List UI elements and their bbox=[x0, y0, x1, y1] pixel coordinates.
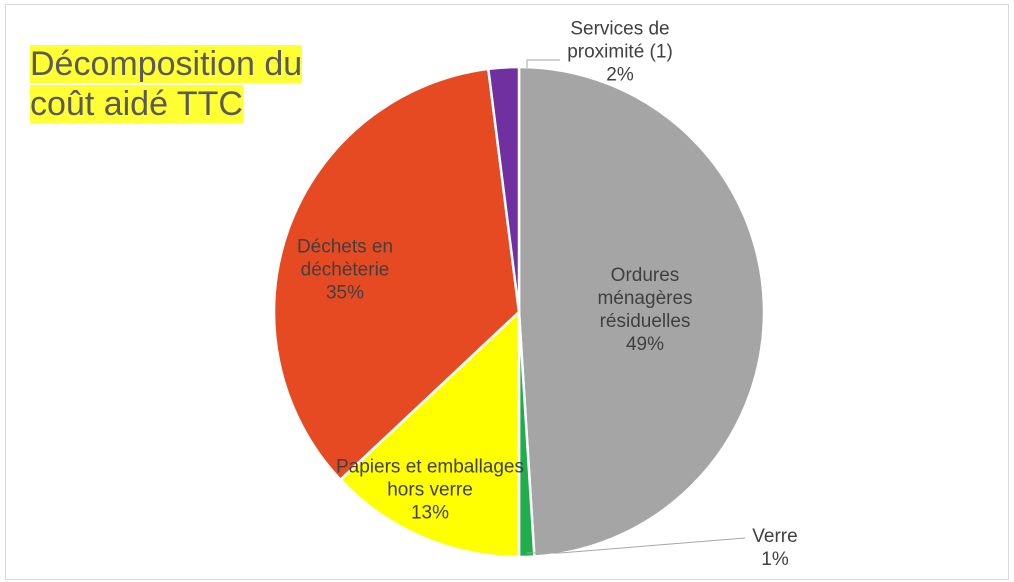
pie-slice bbox=[272, 67, 521, 482]
leader-line bbox=[526, 59, 560, 68]
data-label: Déchets en déchèterie 35% bbox=[280, 236, 410, 305]
label-category: Verre bbox=[752, 526, 798, 547]
label-value: 13% bbox=[410, 502, 450, 524]
title-text: Décomposition du coût aidé TTC bbox=[30, 45, 303, 123]
pie-slice bbox=[486, 65, 521, 313]
chart-frame bbox=[5, 4, 1009, 580]
pie-slice bbox=[517, 65, 766, 558]
data-label: Verre 1% bbox=[735, 525, 815, 571]
label-value: 49% bbox=[625, 334, 665, 355]
data-label: Ordures ménagères résiduelles 49% bbox=[570, 264, 720, 356]
label-value: 1% bbox=[761, 549, 789, 570]
label-category: Déchets en déchèterie bbox=[296, 236, 394, 281]
data-label: Papiers et emballages hors verre 13% bbox=[330, 456, 530, 525]
label-value: 35% bbox=[325, 282, 365, 304]
pie-slice bbox=[338, 309, 521, 559]
label-value: 2% bbox=[606, 64, 634, 86]
chart-title: Décomposition du coût aidé TTC bbox=[30, 44, 330, 124]
leader-line bbox=[527, 537, 746, 554]
data-label: Services de proximité (1) 2% bbox=[530, 18, 710, 87]
label-category: Services de proximité (1) bbox=[567, 18, 673, 63]
label-category: Ordures ménagères résiduelles bbox=[597, 265, 693, 332]
label-category: Papiers et emballages hors verre bbox=[336, 456, 524, 501]
pie bbox=[272, 65, 766, 559]
